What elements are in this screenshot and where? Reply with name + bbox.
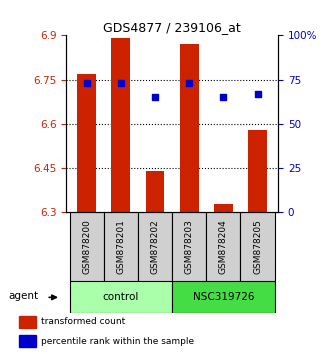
Bar (19, 316, 36, 328)
Text: GSM878200: GSM878200 (82, 219, 91, 274)
Bar (70, 212, 104, 281)
Text: GSM878201: GSM878201 (117, 219, 125, 274)
Bar (180, 44, 199, 212)
Point (152, 95, 158, 100)
Bar (112, 38, 130, 212)
Bar (172, 281, 275, 313)
Text: GSM878202: GSM878202 (151, 219, 160, 274)
Point (118, 80, 123, 86)
Bar (19, 336, 36, 347)
Bar (146, 171, 165, 212)
Bar (248, 130, 267, 212)
Text: control: control (103, 292, 139, 302)
Text: percentile rank within the sample: percentile rank within the sample (41, 337, 194, 346)
Text: GSM878205: GSM878205 (253, 219, 262, 274)
Text: transformed count: transformed count (41, 317, 125, 326)
Bar (77, 74, 96, 212)
Bar (172, 212, 206, 281)
Bar (214, 204, 233, 212)
Bar (104, 212, 138, 281)
Text: GSM878203: GSM878203 (185, 219, 194, 274)
Point (187, 80, 192, 86)
Text: agent: agent (8, 291, 38, 301)
Title: GDS4877 / 239106_at: GDS4877 / 239106_at (103, 21, 241, 34)
Point (255, 91, 260, 97)
Bar (70, 281, 172, 313)
Text: GSM878204: GSM878204 (219, 219, 228, 274)
Point (84, 80, 89, 86)
Bar (240, 212, 275, 281)
Bar (206, 212, 240, 281)
Bar (138, 212, 172, 281)
Text: NSC319726: NSC319726 (193, 292, 254, 302)
Point (221, 95, 226, 100)
